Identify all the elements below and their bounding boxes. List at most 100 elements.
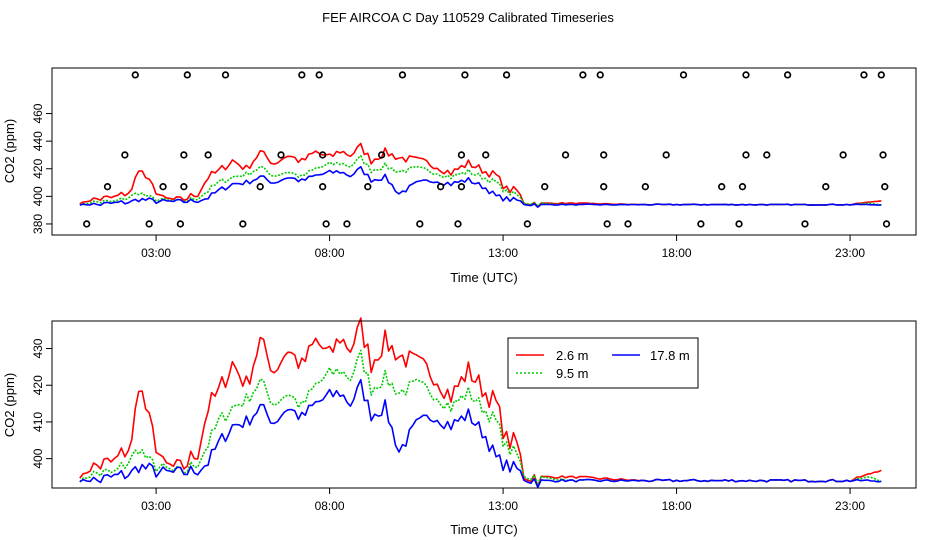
flag-point [398, 71, 407, 79]
flag-point [457, 151, 466, 159]
y-tick-label: 400 [31, 448, 45, 468]
flag-point [600, 183, 608, 191]
flag-point [662, 151, 670, 159]
y-tick-label: 460 [31, 103, 45, 123]
flag-point [322, 220, 330, 228]
flag-point [239, 220, 247, 228]
flag-point [877, 71, 885, 79]
flag-point [298, 71, 306, 79]
x-tick-label: 13:00 [488, 499, 518, 513]
flag-point [742, 71, 750, 79]
ylabel-top: CO2 (ppm) [2, 119, 17, 183]
y-tick-label: 380 [31, 214, 45, 234]
axis-ticks-bottom: 03:00 08:00 13:00 18:00 23:00 400 410 420 430 [31, 338, 865, 513]
legend: 2.6 m 9.5 m 17.8 m [507, 337, 699, 389]
xlabel-top: Time (UTC) [450, 270, 517, 285]
flag-markers [83, 71, 891, 228]
flag-point [561, 151, 570, 159]
legend-label-9-5m: 9.5 m [556, 366, 589, 381]
flag-point [763, 151, 771, 159]
series-line-9-5-m [79, 154, 882, 207]
x-tick-label: 03:00 [141, 246, 171, 260]
flag-point [502, 71, 511, 79]
flag-point [315, 71, 323, 79]
flag-point [738, 183, 747, 191]
flag-point [523, 220, 532, 228]
series-line-17-8-m [79, 165, 882, 208]
flag-point [579, 71, 587, 79]
x-tick-label: 08:00 [315, 499, 345, 513]
x-tick-label: 23:00 [835, 499, 865, 513]
series-line-9-5-m [79, 349, 882, 485]
flag-point [343, 220, 351, 228]
x-tick-label: 23:00 [835, 246, 865, 260]
y-tick-label: 410 [31, 412, 45, 432]
panel-bottom: CO2 (ppm) Time (UTC) 03:00 08:00 13:00 18:0… [2, 317, 917, 537]
series-line-17-8-m [79, 378, 882, 489]
flag-point [454, 220, 462, 228]
flag-point [277, 151, 285, 159]
ylabel-bottom: CO2 (ppm) [2, 373, 17, 437]
flag-point [319, 183, 327, 191]
flag-point [145, 220, 153, 228]
flag-point [742, 151, 750, 159]
y-tick-label: 420 [31, 158, 45, 178]
y-tick-label: 430 [31, 338, 45, 358]
legend-label-2-6m: 2.6 m [556, 348, 589, 363]
flag-point [801, 220, 809, 228]
y-tick-label: 440 [31, 131, 45, 151]
flag-point [839, 151, 847, 159]
x-tick-label: 18:00 [662, 246, 692, 260]
flag-point [180, 151, 188, 159]
flag-point [679, 71, 688, 79]
flag-point [461, 71, 469, 79]
flag-point [541, 183, 549, 191]
xlabel-bottom: Time (UTC) [450, 522, 517, 537]
flag-point [600, 151, 608, 159]
flag-point [879, 151, 887, 159]
flag-point [221, 71, 230, 79]
series-lines-bottom [79, 317, 882, 489]
flag-point [159, 183, 167, 191]
flag-point [83, 220, 91, 228]
y-tick-label: 420 [31, 375, 45, 395]
flag-point [204, 151, 212, 159]
figure-title: FEF AIRCOA C Day 110529 Calibrated Times… [322, 10, 614, 25]
legend-box [507, 337, 699, 389]
flag-point [256, 183, 264, 191]
flag-point [882, 220, 891, 228]
x-tick-label: 03:00 [141, 499, 171, 513]
flag-point [364, 183, 372, 191]
panel-top: CO2 (ppm) Time (UTC) 03:00 08:00 13:00 18:0… [2, 67, 917, 285]
x-tick-label: 18:00 [662, 499, 692, 513]
flag-point [860, 71, 868, 79]
flag-point [718, 183, 726, 191]
flag-point [641, 183, 649, 191]
plot-frame-bottom [51, 320, 917, 489]
plot-frame-top [51, 67, 917, 236]
legend-label-17-8m: 17.8 m [650, 348, 690, 363]
flag-point [121, 151, 129, 159]
flag-point [377, 151, 386, 159]
flag-point [822, 183, 830, 191]
flag-point [180, 183, 188, 191]
flag-point [131, 71, 139, 79]
x-tick-label: 08:00 [315, 246, 345, 260]
flag-point [103, 183, 112, 191]
flag-point [596, 71, 604, 79]
flag-point [416, 220, 424, 228]
flag-point [624, 220, 632, 228]
flag-point [457, 183, 466, 191]
flag-point [436, 183, 445, 191]
axis-ticks-top: 03:00 08:00 13:00 18:00 23:00 380 400 420 440 460 [31, 103, 865, 260]
flag-point [319, 151, 327, 159]
flag-point [881, 183, 889, 191]
flag-point [176, 220, 185, 228]
flag-point [735, 220, 743, 228]
flag-point [482, 151, 490, 159]
flag-point [603, 220, 611, 228]
series-lines-top [79, 142, 882, 208]
y-tick-label: 400 [31, 186, 45, 206]
flag-point [183, 71, 191, 79]
